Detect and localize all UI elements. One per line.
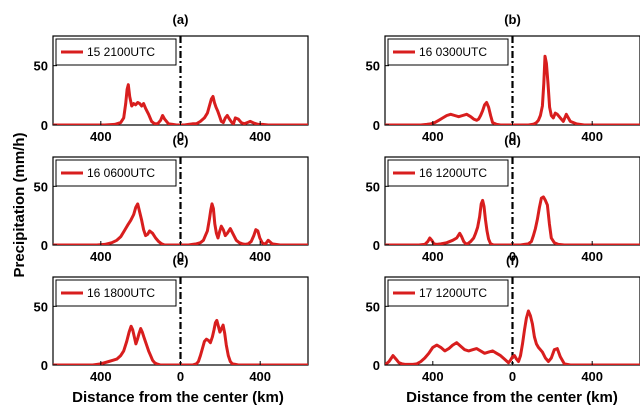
panel-d-series-line bbox=[385, 195, 640, 245]
panel-a-ytick-label: 50 bbox=[34, 59, 48, 74]
panel-e-label: (e) bbox=[173, 253, 189, 268]
panel-a-series-line bbox=[53, 83, 308, 125]
panel-c-series-line bbox=[53, 202, 308, 245]
panel-a-label: (a) bbox=[173, 12, 189, 27]
panel-b-ytick-label: 50 bbox=[366, 59, 380, 74]
panel-b-series-line bbox=[385, 54, 640, 125]
panel-c-label: (c) bbox=[173, 133, 189, 148]
panel-f-xtick-label: 0 bbox=[509, 369, 516, 384]
panel-b-xtick-label: 400 bbox=[581, 129, 603, 144]
panel-b-xtick-label: 0 bbox=[509, 129, 516, 144]
panel-c-legend: 16 0600UTC bbox=[55, 159, 177, 187]
panel-d-ytick-label: 50 bbox=[366, 179, 380, 194]
panel-b-xtick-label: 400 bbox=[422, 129, 444, 144]
panel-e-xtick-label: 400 bbox=[249, 369, 271, 384]
panel-a-xtick-label: 0 bbox=[177, 129, 184, 144]
panel-d-xtick-label: 0 bbox=[509, 249, 516, 264]
panel-c-xtick-label: 400 bbox=[249, 249, 271, 264]
panel-f-legend: 17 1200UTC bbox=[387, 279, 509, 307]
panel-e: 400 0 400 0 50 (e) 16 1800UTC bbox=[34, 253, 309, 384]
panel-e-xtick-label: 400 bbox=[90, 369, 112, 384]
panel-d-legend-text: 16 1200UTC bbox=[419, 166, 487, 180]
x-axis-title-right: Distance from the center (km) bbox=[406, 389, 618, 406]
panel-a-xtick-label: 400 bbox=[90, 129, 112, 144]
panel-c: 400 0 400 0 50 (c) 16 0600UTC bbox=[34, 133, 309, 264]
x-axis-title-left: Distance from the center (km) bbox=[72, 389, 284, 406]
panel-d-label: (d) bbox=[504, 133, 521, 148]
panel-f-xtick-label: 400 bbox=[422, 369, 444, 384]
panel-e-xtick-label: 0 bbox=[177, 369, 184, 384]
panel-c-legend-text: 16 0600UTC bbox=[87, 166, 155, 180]
panel-b: 400 0 400 0 50 (b) 16 0300UTC bbox=[366, 12, 640, 144]
panel-b-legend: 16 0300UTC bbox=[387, 38, 509, 66]
panel-e-ytick-label: 50 bbox=[34, 299, 48, 314]
panel-d: 400 0 400 0 50 (d) 16 1200UTC bbox=[366, 133, 640, 264]
panel-f-ytick-label: 0 bbox=[373, 358, 380, 373]
panel-b-legend-text: 16 0300UTC bbox=[419, 45, 487, 59]
panel-e-legend: 16 1800UTC bbox=[55, 279, 177, 307]
panel-c-ytick-label: 50 bbox=[34, 179, 48, 194]
panel-a-legend: 15 2100UTC bbox=[55, 38, 177, 66]
panel-c-xtick-label: 0 bbox=[177, 249, 184, 264]
panel-e-legend-text: 16 1800UTC bbox=[87, 286, 155, 300]
panel-b-ytick-label: 0 bbox=[373, 118, 380, 133]
panel-c-legend-box bbox=[55, 159, 177, 187]
panel-a: 400 0 400 0 50 (a) 15 2100UTC bbox=[34, 12, 309, 144]
panel-a-legend-text: 15 2100UTC bbox=[87, 45, 155, 59]
panel-b-label: (b) bbox=[504, 12, 521, 27]
y-axis-title: Precipitation (mm/h) bbox=[11, 132, 28, 277]
panel-d-xtick-label: 400 bbox=[422, 249, 444, 264]
panel-c-xtick-label: 400 bbox=[90, 249, 112, 264]
panel-f: 400 0 400 0 50 (f) 17 1200UTC bbox=[366, 253, 640, 384]
panel-f-series-line bbox=[385, 309, 640, 365]
panel-a-ytick-label: 0 bbox=[41, 118, 48, 133]
panel-a-xtick-label: 400 bbox=[249, 129, 271, 144]
panel-f-label: (f) bbox=[506, 253, 519, 268]
panel-f-legend-text: 17 1200UTC bbox=[419, 286, 487, 300]
panel-e-series-line bbox=[53, 318, 308, 365]
panel-c-ytick-label: 0 bbox=[41, 238, 48, 253]
panel-f-ytick-label: 50 bbox=[366, 299, 380, 314]
panel-e-ytick-label: 0 bbox=[41, 358, 48, 373]
panel-d-xtick-label: 400 bbox=[581, 249, 603, 264]
panel-f-xtick-label: 400 bbox=[581, 369, 603, 384]
panel-d-legend: 16 1200UTC bbox=[387, 159, 509, 187]
panel-d-ytick-label: 0 bbox=[373, 238, 380, 253]
